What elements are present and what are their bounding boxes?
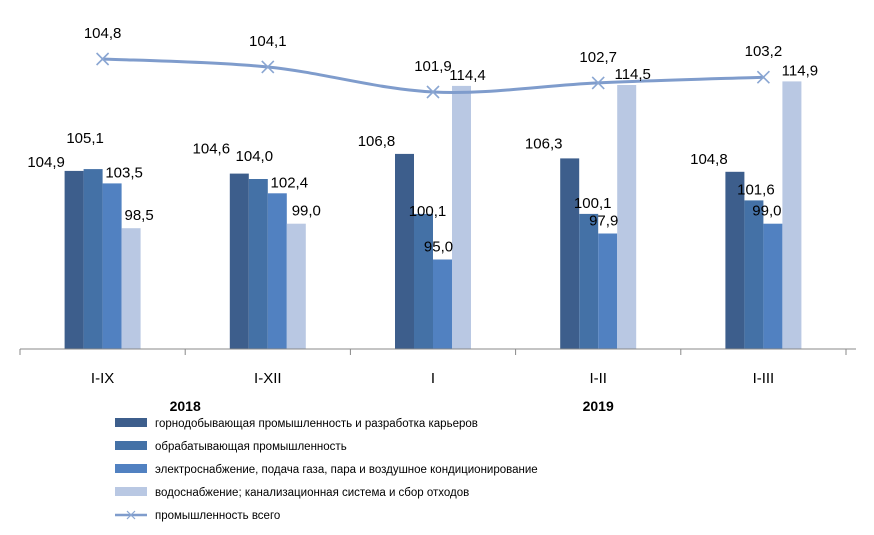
bar-value-label: 98,5 [124, 207, 153, 224]
x-tick-label: I-II [589, 370, 607, 387]
bar-value-label: 99,0 [752, 203, 781, 220]
legend-label: водоснабжение; канализационная система и… [155, 487, 469, 499]
bar-3-series-0 [560, 158, 580, 349]
bar-value-label: 104,9 [27, 154, 65, 171]
legend-swatch [115, 464, 147, 473]
legend-label: промышленность всего [155, 510, 280, 522]
bar-value-label: 103,5 [105, 164, 143, 181]
bar-value-label: 102,4 [271, 174, 309, 191]
total-line-layer [96, 52, 770, 99]
legend-item: обрабатывающая промышленность [115, 441, 347, 453]
bar-value-label: 105,1 [66, 130, 104, 147]
bar-1-series-1 [248, 179, 268, 349]
line-value-label: 101,9 [414, 58, 452, 75]
bar-3-series-2 [598, 233, 618, 349]
bar-value-label: 95,0 [424, 239, 453, 256]
total-line-point [426, 85, 440, 99]
value-labels-layer: 104,9 104,6 106,8 106,3 104,8 105,1 104,0 100,1… [27, 25, 818, 256]
bar-0-series-3 [121, 228, 141, 349]
x-axis: I-IX I-XII I I-II I-III 2018 2019 [19, 348, 856, 414]
legend-label: обрабатывающая промышленность [155, 441, 347, 453]
line-value-label: 102,7 [579, 49, 617, 66]
total-line-point [261, 60, 275, 74]
bars-layer [64, 81, 802, 350]
bar-value-label: 106,8 [358, 133, 396, 150]
bar-3-series-1 [579, 213, 599, 349]
bar-value-label: 100,1 [574, 195, 612, 212]
legend-item: водоснабжение; канализационная система и… [115, 487, 469, 499]
bar-0-series-1 [83, 169, 103, 349]
legend-item: горнодобывающая промышленность и разрабо… [115, 418, 478, 430]
total-line-point [591, 76, 605, 90]
bar-2-series-1 [414, 213, 433, 349]
bar-1-series-0 [229, 173, 249, 349]
bar-4-series-0 [725, 171, 745, 349]
bar-value-label: 99,0 [292, 203, 321, 220]
bar-4-series-3 [782, 81, 802, 350]
bar-value-label: 106,3 [525, 135, 563, 152]
bar-value-label: 104,6 [193, 141, 231, 158]
bar-2-series-3 [452, 85, 471, 350]
x-tick-label: I-IX [91, 370, 114, 387]
bar-3-series-3 [617, 85, 637, 349]
x-tick-label: I-III [753, 370, 775, 387]
bar-4-series-1 [744, 200, 764, 349]
bar-value-label: 97,9 [589, 213, 618, 230]
bar-value-label: 101,6 [737, 181, 775, 198]
legend-swatch [115, 418, 147, 427]
bar-2-series-2 [433, 259, 452, 349]
legend-swatch [115, 441, 147, 450]
year-label: 2018 [170, 398, 201, 414]
legend-swatch [115, 487, 147, 496]
legend-label: электроснабжение, подача газа, пара и во… [155, 464, 538, 476]
bar-2-series-0 [395, 153, 414, 349]
bar-0-series-2 [102, 183, 122, 349]
x-tick-label: I [431, 370, 435, 387]
legend-item: промышленность всего [115, 510, 280, 522]
bar-value-label: 114,4 [449, 67, 485, 84]
line-value-label: 104,1 [249, 33, 287, 50]
bar-1-series-2 [267, 193, 287, 349]
total-line-point [96, 52, 110, 66]
x-tick-label: I-XII [254, 370, 282, 387]
bar-1-series-3 [286, 223, 306, 349]
bar-value-label: 114,9 [782, 62, 818, 79]
bar-value-label: 104,8 [690, 151, 728, 168]
total-line-point [756, 70, 770, 84]
year-label: 2019 [583, 398, 614, 414]
line-value-label: 103,2 [745, 43, 783, 60]
bar-4-series-2 [763, 223, 783, 349]
bar-value-label: 114,5 [614, 66, 650, 83]
legend-label: горнодобывающая промышленность и разрабо… [155, 418, 478, 430]
bar-0-series-0 [64, 170, 84, 349]
line-value-label: 104,8 [84, 25, 122, 42]
legend-item: электроснабжение, подача газа, пара и во… [115, 464, 538, 476]
legend: горнодобывающая промышленность и разрабо… [115, 418, 538, 522]
bar-value-label: 100,1 [409, 203, 447, 220]
bar-value-label: 104,0 [236, 148, 274, 165]
